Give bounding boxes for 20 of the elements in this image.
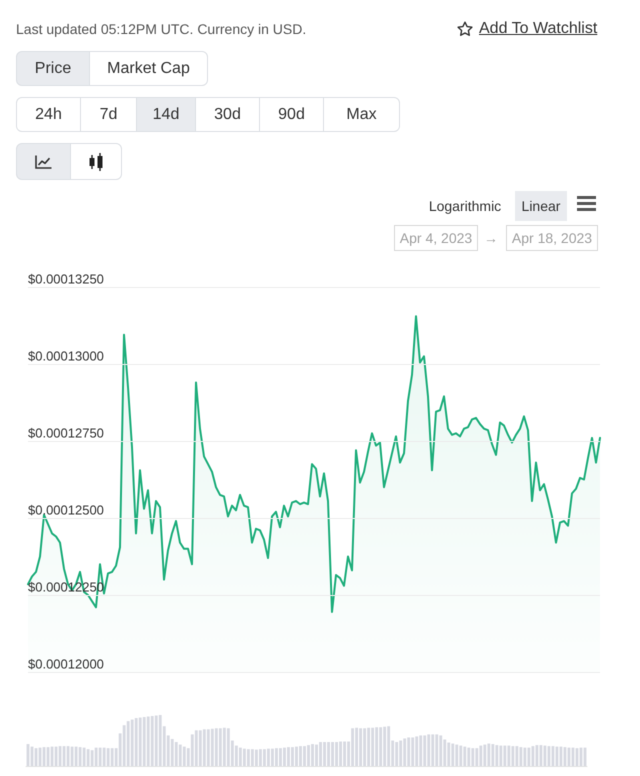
text: → bbox=[484, 229, 498, 247]
y-tick-label: $0.00012000 bbox=[28, 656, 104, 672]
range-button: 24h bbox=[16, 97, 81, 132]
range-button: Max bbox=[323, 97, 400, 132]
y-tick-label: $0.00013250 bbox=[28, 272, 104, 286]
range-button: 90d bbox=[259, 97, 324, 132]
range-button: 7d bbox=[80, 97, 137, 132]
tab-button: Price bbox=[16, 51, 90, 86]
date-field: Apr 4, 2023 bbox=[394, 225, 478, 251]
y-tick-label: $0.00012750 bbox=[28, 426, 104, 440]
y-tick-label: $0.00013000 bbox=[28, 348, 104, 364]
range-button: 30d bbox=[195, 97, 260, 132]
date-field: Apr 18, 2023 bbox=[506, 225, 598, 251]
tab-button: Market Cap bbox=[89, 51, 208, 86]
y-tick-label: $0.00012500 bbox=[28, 502, 104, 518]
text: Add To Watchlist bbox=[479, 19, 598, 39]
range-button: 14d bbox=[136, 97, 196, 132]
scale-button: Linear bbox=[515, 191, 567, 221]
chart-subtitle: Last updated 05:12PM UTC. Currency in USD. bbox=[16, 20, 306, 38]
text: Logarithmic bbox=[428, 197, 502, 215]
